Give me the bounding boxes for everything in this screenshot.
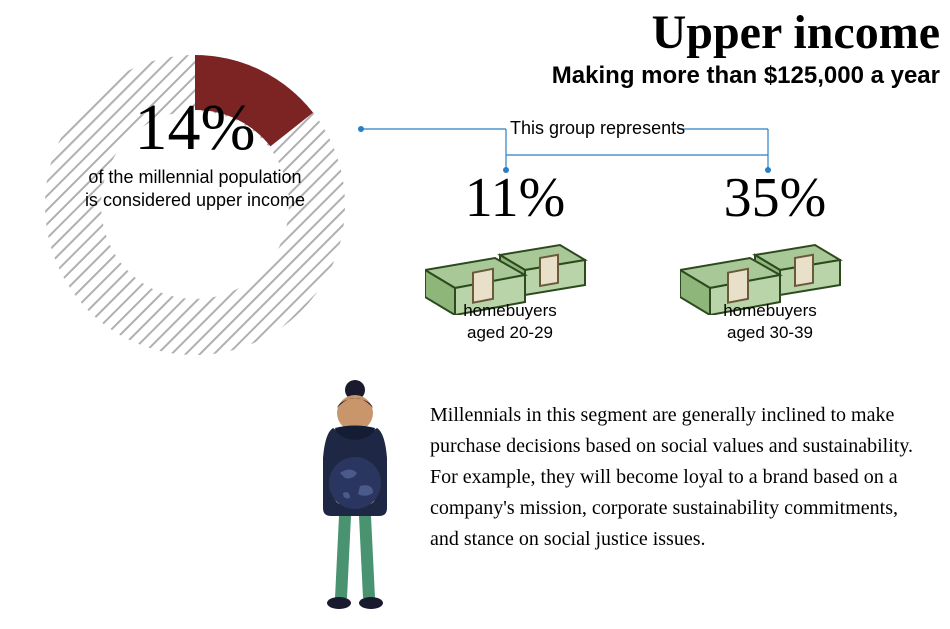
stat-label-1: homebuyers aged 20-29	[445, 300, 575, 344]
body-text: Millennials in this segment are generall…	[430, 400, 920, 555]
stat-percent-1: 11%	[445, 170, 585, 226]
donut-percent: 14%	[80, 95, 310, 161]
donut-center: 14% of the millennial population is cons…	[80, 95, 310, 213]
stat-label-2: homebuyers aged 30-39	[705, 300, 835, 344]
person-globe-icon	[295, 378, 415, 618]
bracket-label: This group represents	[510, 118, 685, 139]
donut-label: of the millennial population is consider…	[80, 166, 310, 213]
page-title: Upper income	[652, 5, 940, 60]
stat-percent-2: 35%	[695, 170, 855, 226]
page-subtitle: Making more than $125,000 a year	[552, 62, 940, 90]
